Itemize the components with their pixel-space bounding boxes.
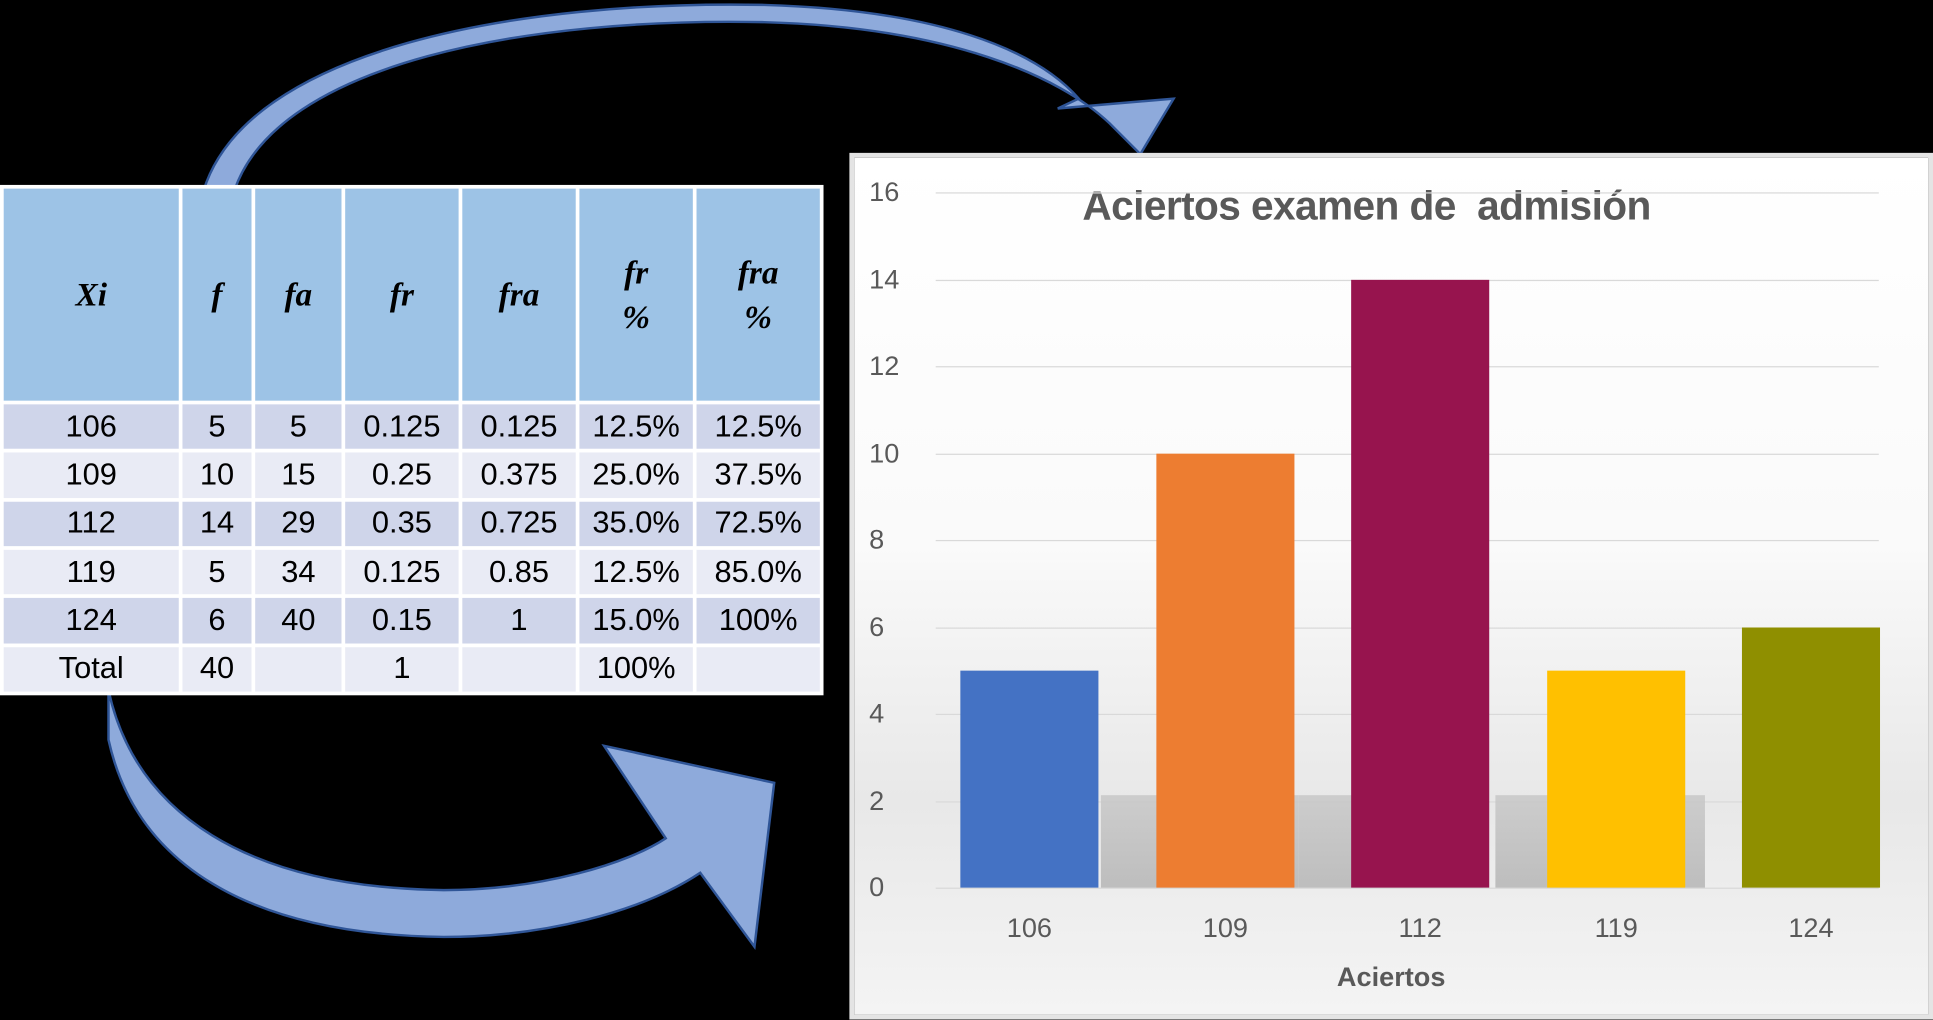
header-xi: Xi [3, 188, 179, 401]
cell: 85.0% [696, 549, 820, 595]
cell [255, 646, 342, 692]
cell: 0.15 [345, 598, 459, 644]
bar-109 [1156, 453, 1295, 888]
x-tick-label: 109 [1202, 912, 1249, 944]
cell: 15.0% [579, 598, 693, 644]
y-tick-label: 2 [869, 784, 885, 816]
header-fr: fr [345, 188, 459, 401]
bar-106 [960, 670, 1099, 888]
cell: 35.0% [579, 501, 693, 547]
bottom-curved-arrow-icon [107, 690, 776, 951]
cell: 100% [579, 646, 693, 692]
x-axis-label: Aciertos [1336, 961, 1446, 993]
cell: 0.125 [345, 404, 459, 450]
header-fr-pct: fr % [579, 188, 693, 401]
bar-119 [1547, 670, 1686, 888]
gridline [935, 887, 1879, 889]
frequency-table: Xi f fa fr fra fr % fra % 106 5 5 0.125 0.12… [0, 184, 824, 696]
cell [462, 646, 576, 692]
table-total-row: Total 40 1 100% [3, 646, 820, 692]
table-header-row: Xi f fa fr fra fr % fra % [3, 188, 820, 401]
cell: 106 [3, 404, 179, 450]
cell: 109 [3, 452, 179, 498]
cell: 5 [182, 549, 252, 595]
cell [696, 646, 820, 692]
x-tick-label: 106 [1006, 912, 1053, 944]
table-row: 109 10 15 0.25 0.375 25.0% 37.5% [3, 452, 820, 498]
table-row: 112 14 29 0.35 0.725 35.0% 72.5% [3, 501, 820, 547]
y-tick-label: 0 [869, 871, 885, 903]
table-row: 124 6 40 0.15 1 15.0% 100% [3, 598, 820, 644]
x-tick-label: 124 [1788, 912, 1834, 944]
cell: 0.125 [462, 404, 576, 450]
cell: 10 [182, 452, 252, 498]
header-fa: fa [255, 188, 342, 401]
table-row: 106 5 5 0.125 0.125 12.5% 12.5% [3, 404, 820, 450]
cell: Total [3, 646, 179, 692]
cell: 72.5% [696, 501, 820, 547]
cell: 0.725 [462, 501, 576, 547]
cell: 119 [3, 549, 179, 595]
header-fra-pct: fra % [696, 188, 820, 401]
cell: 1 [462, 598, 576, 644]
cell: 25.0% [579, 452, 693, 498]
cell: 29 [255, 501, 342, 547]
y-tick-label: 14 [869, 263, 900, 295]
y-tick-label: 4 [869, 697, 885, 729]
header-fra: fra [462, 188, 576, 401]
y-tick-label: 6 [869, 610, 885, 642]
cell: 12.5% [696, 404, 820, 450]
cell: 0.375 [462, 452, 576, 498]
y-tick-label: 12 [869, 350, 900, 381]
cell: 40 [182, 646, 252, 692]
cell: 5 [182, 404, 252, 450]
table-row: 119 5 34 0.125 0.85 12.5% 85.0% [3, 549, 820, 595]
chart-title: Aciertos examen de admisión [1082, 182, 1651, 229]
cell: 6 [182, 598, 252, 644]
cell: 0.85 [462, 549, 576, 595]
cell: 5 [255, 404, 342, 450]
cell: 1 [345, 646, 459, 692]
cell: 12.5% [579, 549, 693, 595]
bar-124 [1741, 626, 1881, 888]
cell: 14 [182, 501, 252, 547]
cell: 112 [3, 501, 179, 547]
cell: 12.5% [579, 404, 693, 450]
cell: 15 [255, 452, 342, 498]
cell: 100% [696, 598, 820, 644]
cell: 0.35 [345, 501, 459, 547]
bar-112 [1351, 279, 1490, 888]
bar-chart: Aciertos examen de admisión Aciertos 0 2 4… [849, 152, 1933, 1020]
cell: 34 [255, 549, 342, 595]
y-tick-label: 10 [869, 437, 900, 468]
cell: 0.25 [345, 452, 459, 498]
x-tick-label: 112 [1398, 912, 1442, 944]
y-tick-label: 16 [869, 176, 900, 208]
y-tick-label: 8 [869, 523, 885, 555]
cell: 40 [255, 598, 342, 644]
cell: 0.125 [345, 549, 459, 595]
header-f: f [182, 188, 252, 401]
x-tick-label: 119 [1594, 912, 1638, 944]
cell: 124 [3, 598, 179, 644]
gridline [935, 192, 1879, 194]
cell: 37.5% [696, 452, 820, 498]
